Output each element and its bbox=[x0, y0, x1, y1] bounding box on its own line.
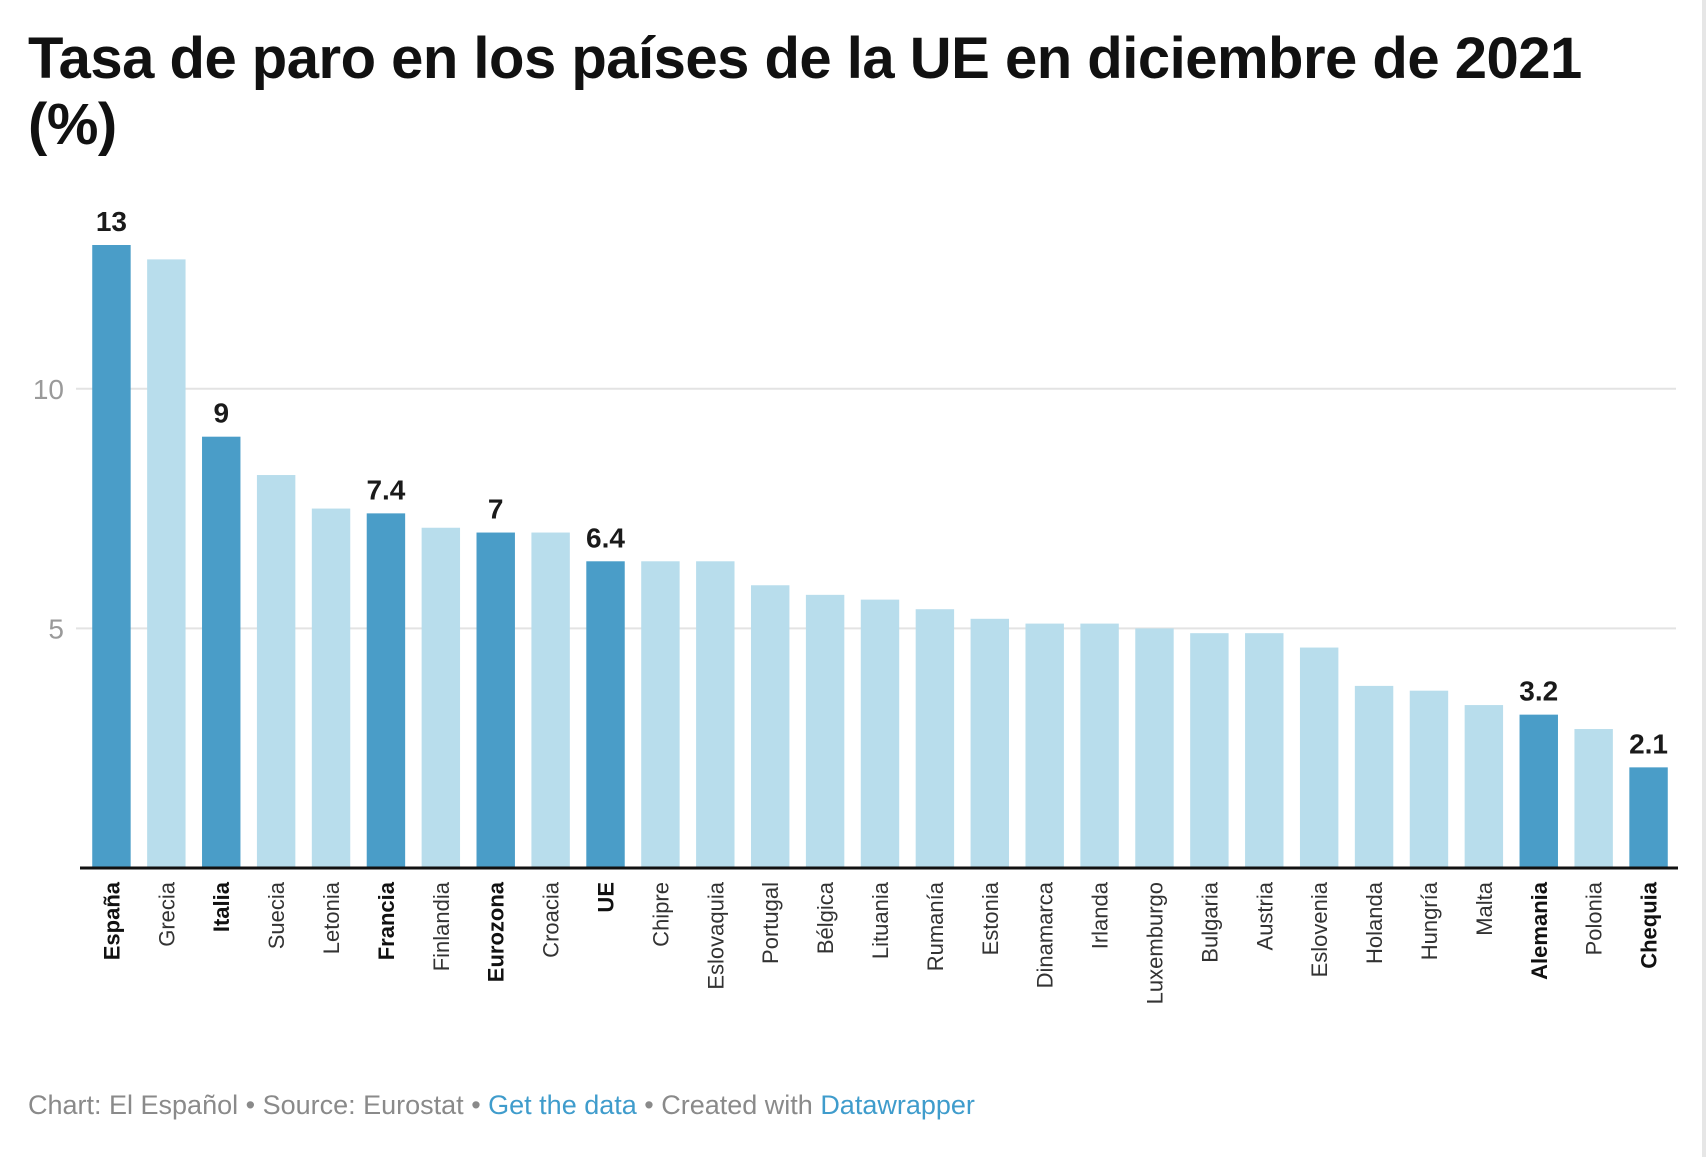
created-with-text: Created with bbox=[661, 1090, 821, 1120]
x-tick-label: Croacia bbox=[539, 881, 564, 958]
bar-chequia bbox=[1629, 767, 1668, 868]
bar-estonia bbox=[970, 618, 1010, 868]
separator: • bbox=[463, 1090, 489, 1120]
bar-croacia bbox=[531, 532, 570, 868]
x-tick-label: UE bbox=[594, 882, 619, 913]
x-tick-label: Rumanía bbox=[923, 881, 948, 971]
x-tick-label: Eslovenia bbox=[1307, 881, 1332, 977]
x-tick-label: Finlandia bbox=[429, 881, 454, 971]
separator: • bbox=[636, 1090, 662, 1120]
x-tick-label: Luxemburgo bbox=[1142, 882, 1167, 1004]
x-tick-label: Malta bbox=[1472, 881, 1497, 936]
bar-alemania bbox=[1519, 714, 1558, 868]
bar-bulgaria bbox=[1190, 633, 1229, 868]
bar-finlandia bbox=[421, 527, 461, 868]
x-tick-label: Alemania bbox=[1527, 881, 1552, 980]
data-label: 7 bbox=[488, 494, 504, 525]
bar-chart: 5 10 13 España Grecia 9 Italia Suecia Letonia 7.4… bbox=[33, 206, 1678, 1004]
bar-holanda bbox=[1354, 685, 1394, 868]
x-tick-label: Polonia bbox=[1582, 881, 1607, 955]
x-tick-label: Grecia bbox=[154, 881, 179, 947]
chart-title: Tasa de paro en los países de la UE en d… bbox=[28, 26, 1582, 157]
datawrapper-link[interactable]: Datawrapper bbox=[820, 1090, 975, 1120]
bar-francia bbox=[366, 513, 406, 868]
x-tick-label: Italia bbox=[209, 881, 234, 932]
chart-footer: Chart: El Español • Source: Eurostat • G… bbox=[28, 1090, 975, 1121]
bar-chipre bbox=[641, 561, 680, 868]
source-text: Source: Eurostat bbox=[262, 1090, 464, 1120]
x-tick-label: Letonia bbox=[319, 881, 344, 954]
x-tick-label: Chequia bbox=[1637, 881, 1662, 969]
x-tick-label: Austria bbox=[1252, 881, 1277, 950]
data-label: 3.2 bbox=[1519, 676, 1558, 707]
y-tick-label: 5 bbox=[48, 613, 64, 644]
chart-credit: Chart: El Español bbox=[28, 1090, 239, 1120]
bar-grecia bbox=[147, 259, 186, 868]
x-tick-label: España bbox=[99, 881, 124, 960]
x-tick-label: Dinamarca bbox=[1033, 881, 1058, 988]
separator: • bbox=[238, 1090, 263, 1120]
bar-hungría bbox=[1409, 690, 1449, 868]
page-edge bbox=[1702, 0, 1706, 1157]
data-label: 13 bbox=[96, 206, 127, 237]
bar-malta bbox=[1464, 705, 1504, 868]
bar-suecia bbox=[256, 475, 296, 868]
data-label: 2.1 bbox=[1629, 728, 1668, 759]
bar-eslovaquia bbox=[696, 561, 735, 868]
x-tick-label: Bulgaria bbox=[1197, 881, 1222, 962]
x-tick-label: Lituania bbox=[868, 881, 893, 959]
bar-luxemburgo bbox=[1135, 628, 1174, 868]
bar-eurozona bbox=[476, 532, 515, 868]
x-tick-label: Estonia bbox=[978, 881, 1003, 955]
get-the-data-link[interactable]: Get the data bbox=[488, 1090, 637, 1120]
bar-dinamarca bbox=[1025, 623, 1064, 868]
x-tick-label: Irlanda bbox=[1088, 881, 1113, 949]
x-tick-label: Francia bbox=[374, 881, 399, 960]
bar-eslovenia bbox=[1299, 647, 1339, 868]
bar-bélgica bbox=[805, 594, 845, 868]
data-label: 6.4 bbox=[586, 522, 625, 553]
bar-lituania bbox=[860, 599, 900, 868]
data-label: 7.4 bbox=[366, 474, 405, 505]
y-tick-label: 10 bbox=[33, 374, 64, 405]
x-tick-label: Bélgica bbox=[813, 881, 838, 954]
bar-letonia bbox=[311, 508, 351, 868]
bar-polonia bbox=[1574, 729, 1613, 868]
x-tick-label: Suecia bbox=[264, 881, 289, 949]
x-tick-label: Eurozona bbox=[484, 881, 509, 982]
x-tick-label: Portugal bbox=[758, 882, 783, 964]
x-tick-label: Holanda bbox=[1362, 881, 1387, 964]
x-tick-label: Chipre bbox=[648, 882, 673, 947]
x-tick-label: Hungría bbox=[1417, 881, 1442, 960]
x-tick-label: Eslovaquia bbox=[703, 881, 728, 989]
data-label: 9 bbox=[213, 398, 229, 429]
bar-ue bbox=[586, 561, 625, 868]
bar-rumanía bbox=[915, 609, 955, 868]
bar-portugal bbox=[750, 585, 790, 868]
bar-españa bbox=[92, 245, 131, 868]
bar-austria bbox=[1245, 633, 1284, 868]
bar-irlanda bbox=[1080, 623, 1119, 868]
bar-italia bbox=[202, 436, 241, 868]
